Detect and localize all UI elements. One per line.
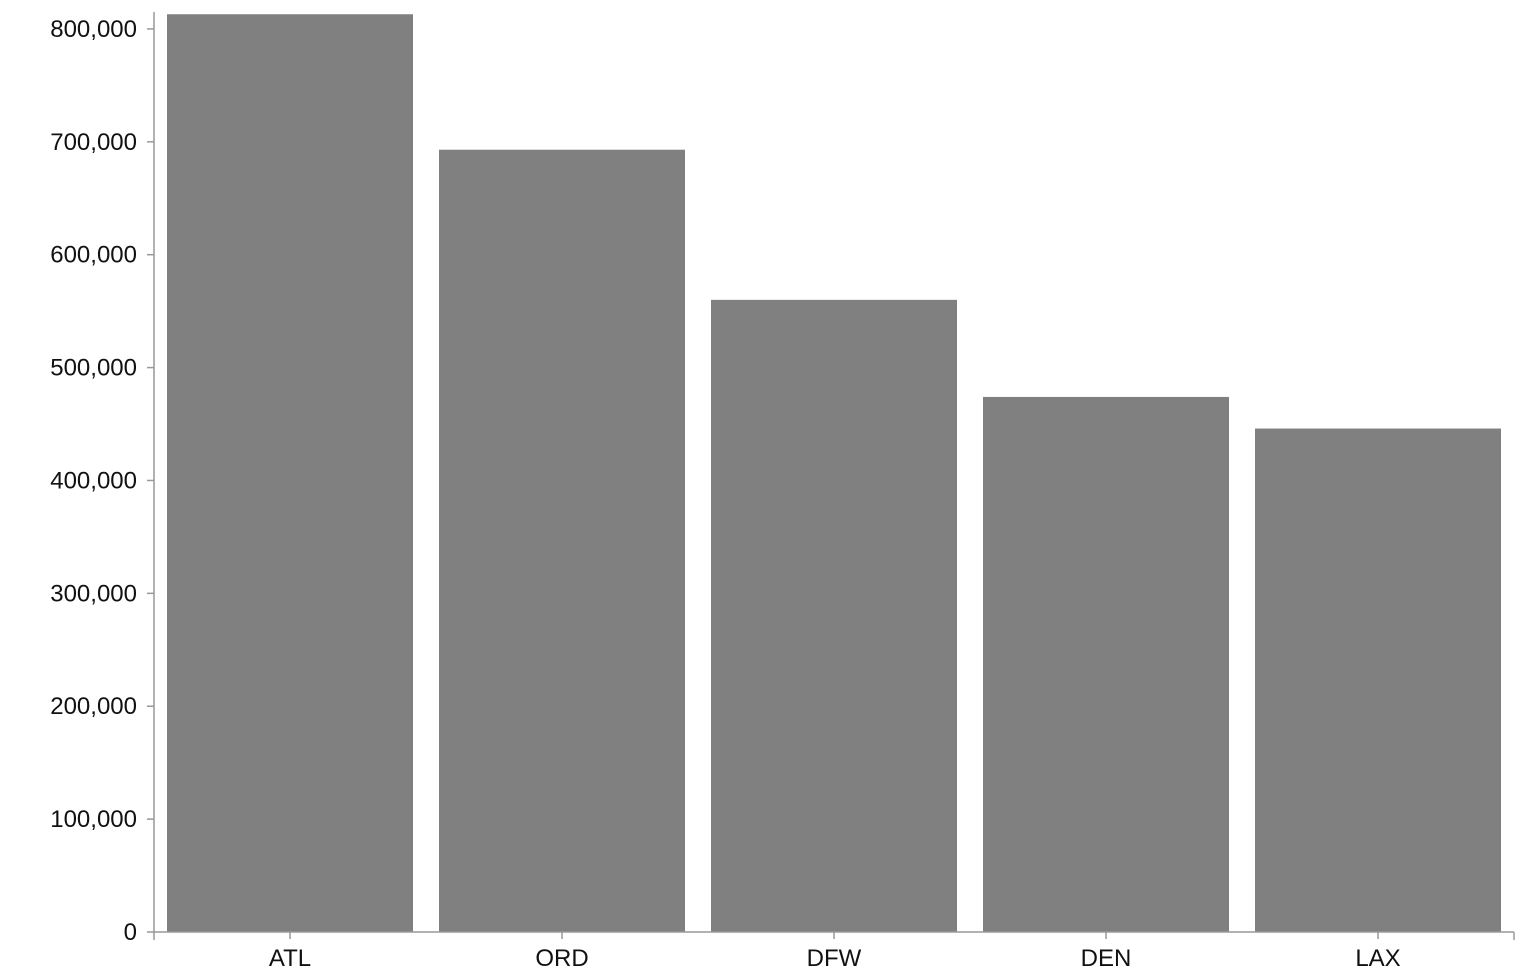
y-tick-label: 100,000	[50, 806, 137, 833]
x-tick-label-lax: LAX	[1355, 945, 1400, 972]
bar-atl	[167, 14, 413, 932]
x-tick-label-ord: ORD	[535, 945, 588, 972]
y-tick-label: 300,000	[50, 580, 137, 607]
bar-dfw	[711, 299, 957, 932]
x-tick-label-den: DEN	[1081, 945, 1132, 972]
y-tick-label: 500,000	[50, 355, 137, 382]
bar-ord	[439, 149, 685, 933]
y-tick-label: 600,000	[50, 242, 137, 269]
y-axis: 0 100,000 200,000 300,000 400,000 500,000 600,…	[50, 12, 155, 946]
y-tick-label: 0	[124, 919, 137, 946]
y-tick-label: 800,000	[50, 16, 137, 43]
bars-group	[167, 14, 1501, 933]
bar-den	[983, 396, 1229, 933]
x-tick-label-atl: ATL	[269, 945, 311, 972]
x-axis: ATL ORD DFW DEN LAX	[153, 931, 1515, 972]
x-tick-label-dfw: DFW	[807, 945, 862, 972]
y-tick-label: 700,000	[50, 129, 137, 156]
y-tick-label: 200,000	[50, 693, 137, 720]
y-tick-label: 400,000	[50, 467, 137, 494]
bar-lax	[1255, 428, 1501, 932]
